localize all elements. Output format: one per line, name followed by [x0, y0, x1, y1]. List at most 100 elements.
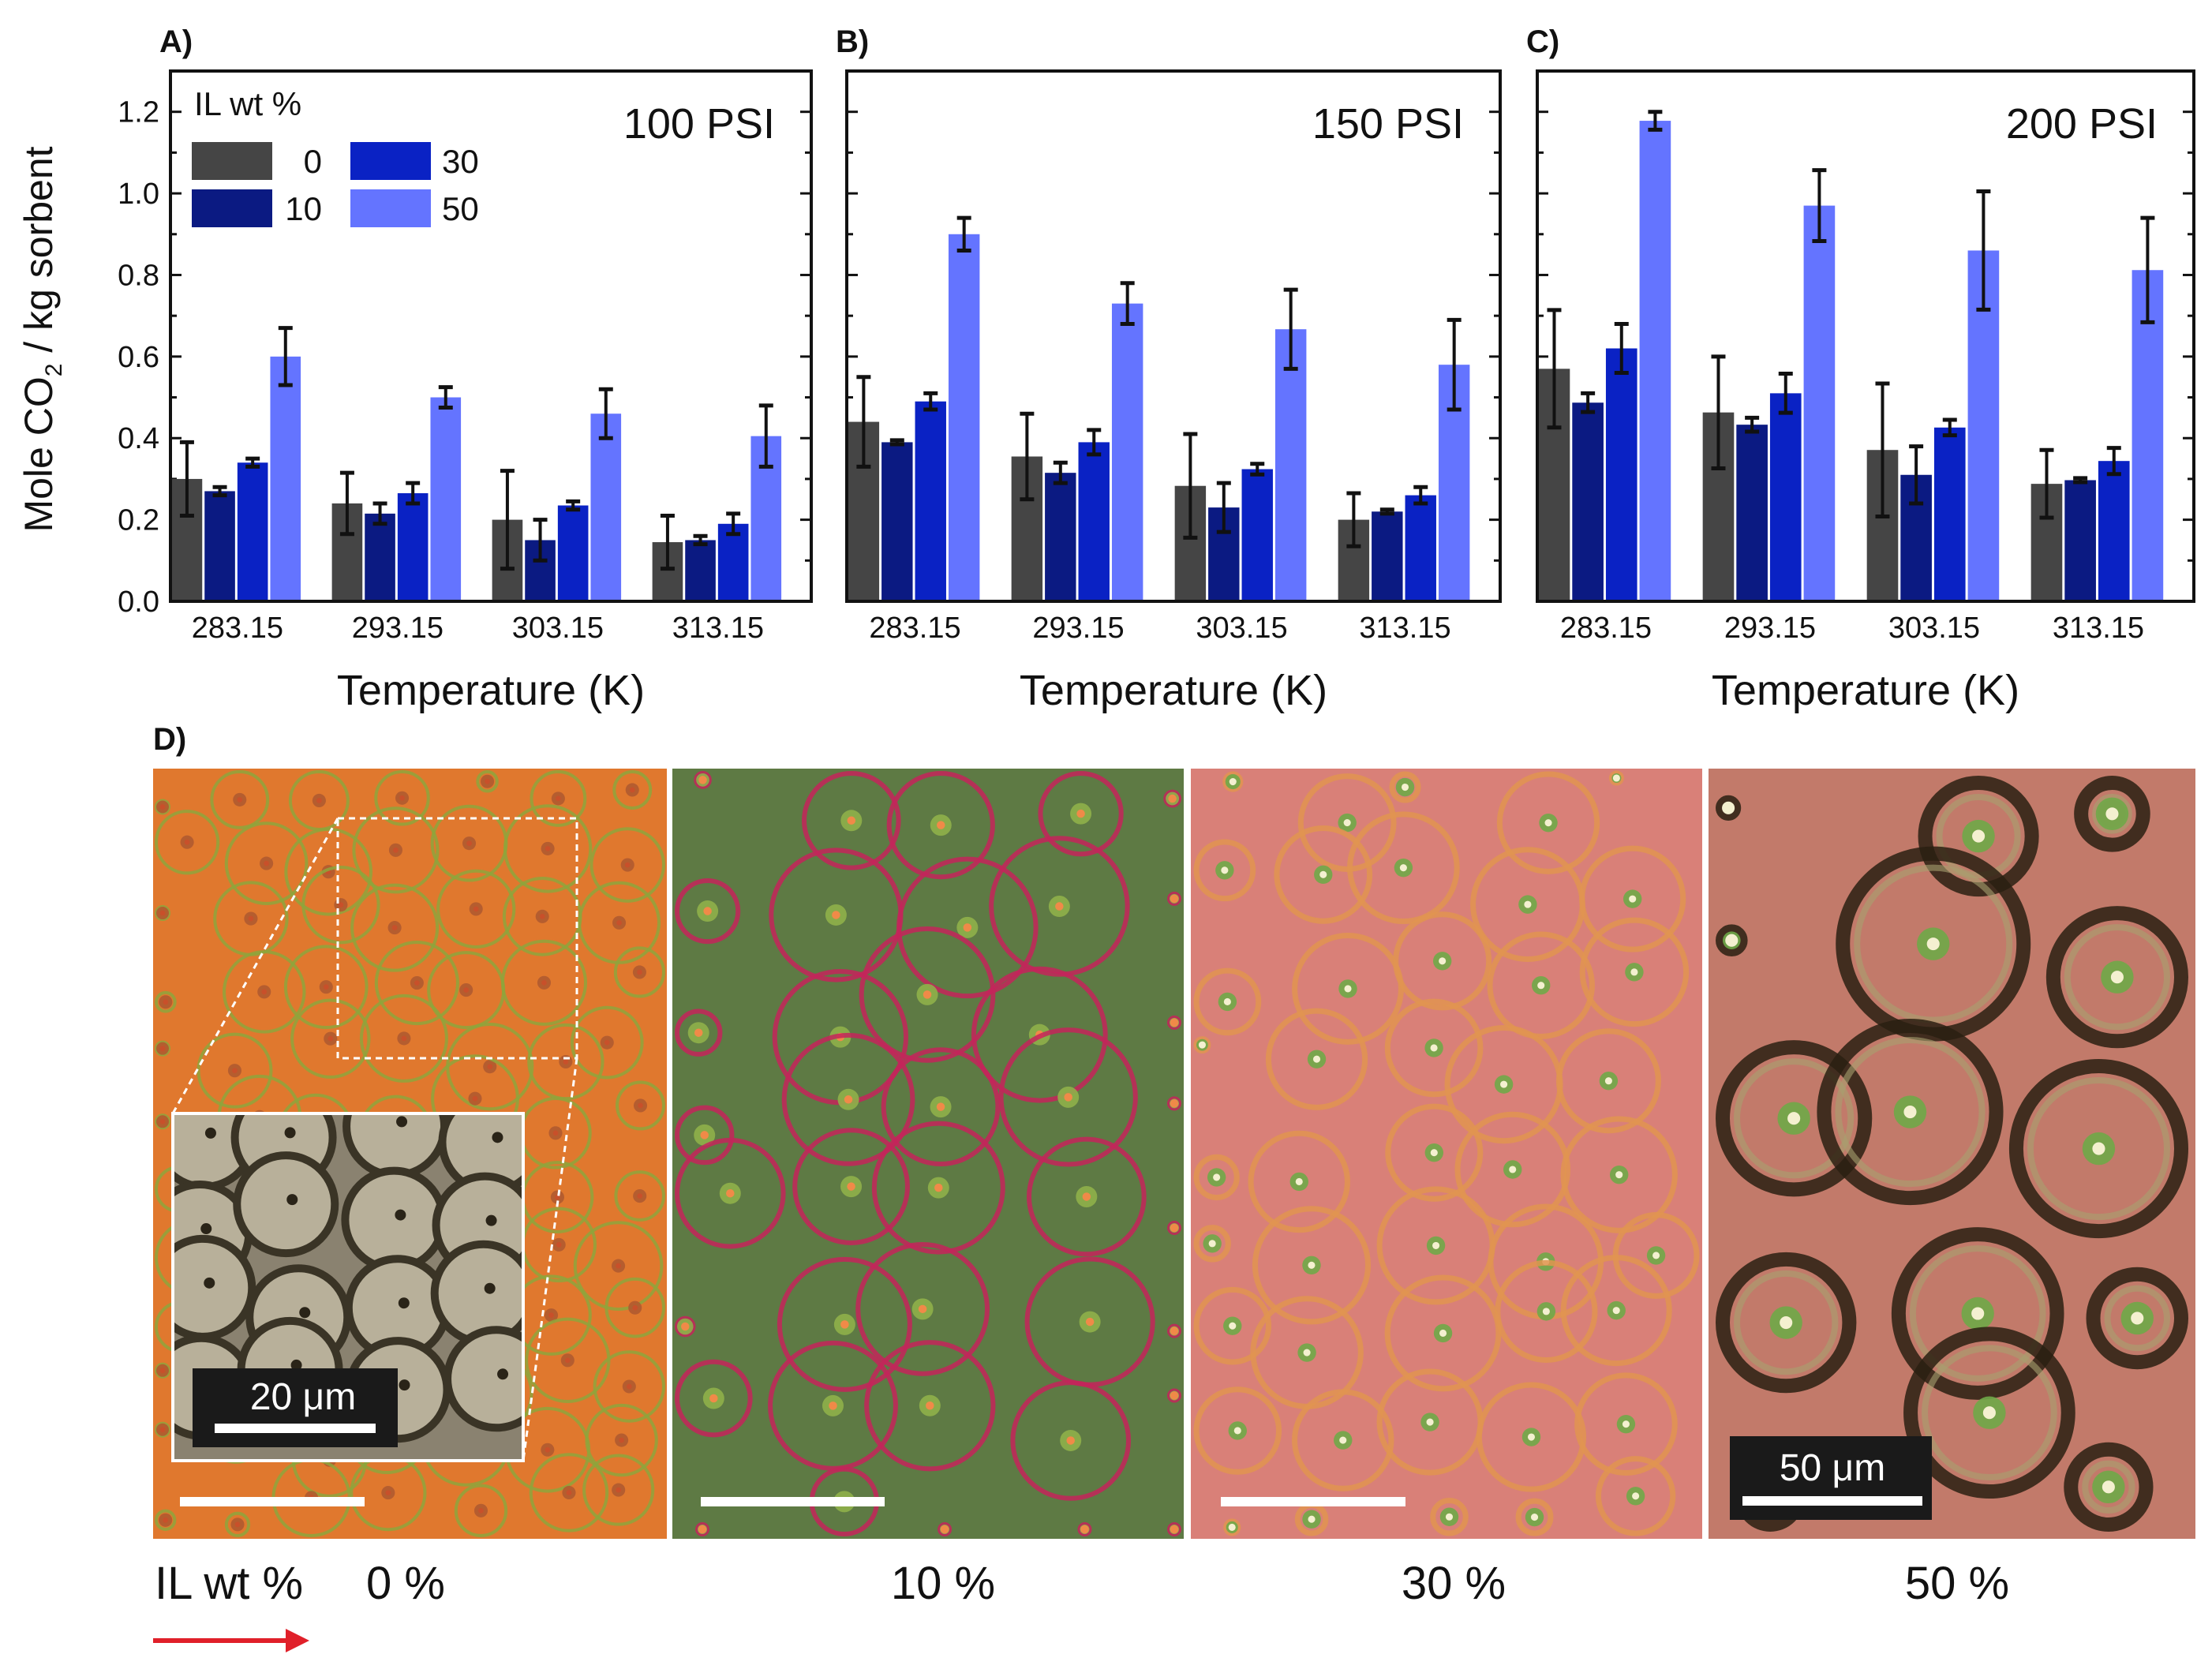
bar	[430, 397, 462, 601]
panel-label: C)	[1526, 24, 1559, 59]
cell-nucleus	[463, 987, 470, 993]
cell-nucleus	[338, 902, 344, 907]
cell-boundary	[1347, 811, 1460, 924]
cell-boundary	[196, 1032, 273, 1109]
scale-label: 50 μm	[1780, 1447, 1885, 1489]
bar	[365, 513, 395, 601]
micrograph-30	[1191, 769, 1702, 1539]
cell-boundary	[896, 856, 1039, 999]
bar	[237, 462, 268, 601]
cell-boundary	[1574, 1372, 1678, 1476]
cell-nucleus	[545, 1446, 551, 1453]
y-axis-label: Mole CO2 / kg sorbent	[17, 146, 67, 532]
cell-nucleus	[1170, 1391, 1179, 1400]
cell-boundary	[578, 881, 661, 964]
cell-nucleus	[1085, 1317, 1095, 1327]
cell-nucleus	[700, 1131, 709, 1139]
legend-swatch-30	[350, 142, 431, 180]
cell-nucleus	[159, 910, 166, 916]
cell-nucleus	[1055, 902, 1064, 911]
bar	[1639, 121, 1671, 601]
inset-pore	[485, 1214, 497, 1226]
cell-nucleus	[847, 1182, 855, 1191]
cell-boundary	[1274, 825, 1373, 924]
cell-boundary	[593, 1350, 665, 1423]
arrow-icon	[153, 1629, 309, 1652]
cell-nucleus	[564, 1357, 571, 1364]
x-tick-label: 313.15	[2053, 612, 2144, 645]
cell-nucleus	[1537, 982, 1545, 990]
cell-boundary	[290, 998, 371, 1079]
cell-nucleus	[698, 776, 707, 784]
bar	[881, 442, 913, 601]
cell-boundary	[1163, 789, 1181, 808]
chart-panel-b: B) 283.15 293.15 303.15 313.15 150 PSI Tempera…	[836, 24, 1502, 714]
cell-boundary	[1252, 1206, 1372, 1325]
cell-nucleus	[1064, 1093, 1072, 1102]
cell-nucleus	[847, 816, 856, 825]
x-tick-label: 303.15	[1196, 612, 1287, 645]
panel-label: B)	[836, 24, 869, 59]
cell-boundary	[1193, 967, 1262, 1036]
cell-halo	[2027, 1077, 2171, 1221]
cell-boundary	[1010, 1380, 1132, 1501]
cell-nucleus	[159, 1368, 166, 1374]
x-tick-label: 293.15	[1032, 612, 1124, 645]
plot-frame	[845, 69, 1502, 603]
cell-boundary	[223, 950, 306, 1034]
legend-title: IL wt %	[194, 85, 301, 122]
legend: IL wt % 0 10 30 50	[192, 85, 479, 227]
micrograph-background	[1709, 769, 2195, 1539]
cell-halo	[2064, 924, 2170, 1031]
cell-boundary	[1193, 1286, 1272, 1365]
cell-nucleus	[163, 999, 169, 1005]
zoom-region-box	[336, 817, 578, 1060]
cell-nucleus	[1170, 1327, 1179, 1335]
inset-pore	[204, 1277, 215, 1289]
inset-pore	[290, 1359, 302, 1371]
cell-boundary	[1430, 1497, 1469, 1536]
cell-nucleus	[1426, 1418, 1434, 1426]
cell-boundary	[2064, 1442, 2154, 1532]
cell-nucleus	[936, 1102, 945, 1111]
cell-boundary	[436, 869, 516, 949]
cell-boundary	[2045, 906, 2188, 1049]
cell-nucleus	[1722, 801, 1735, 814]
x-axis-label: Temperature (K)	[337, 667, 645, 714]
cell-boundary	[1476, 1382, 1587, 1492]
x-tick-label: 293.15	[1724, 612, 1816, 645]
bar	[1274, 329, 1307, 601]
cell-nucleus	[541, 979, 547, 986]
panel-label-d: D)	[153, 722, 186, 757]
cell-halo	[1734, 1270, 1839, 1375]
bar	[270, 356, 301, 601]
inset-cell	[430, 1240, 523, 1346]
cell-boundary	[1248, 1130, 1350, 1233]
cell-nucleus	[840, 1320, 849, 1329]
inset-scale-box	[193, 1368, 398, 1447]
bar	[1405, 495, 1436, 601]
cell-boundary	[1817, 1018, 2004, 1206]
cell-boundary	[1495, 1259, 1598, 1363]
bar	[1241, 469, 1273, 601]
cell-boundary	[224, 821, 309, 905]
cell-nucleus	[2092, 1142, 2105, 1155]
inset-pore	[299, 1307, 311, 1319]
cell-nucleus	[1439, 1329, 1447, 1338]
y-tick-label: 1.2	[118, 96, 159, 129]
cell-boundary	[352, 806, 440, 894]
cell-boundary	[573, 1221, 664, 1311]
cell-nucleus	[934, 1183, 943, 1192]
bar	[557, 505, 589, 601]
cell-nucleus	[237, 797, 243, 803]
cell-nucleus	[566, 1490, 572, 1495]
cell-nucleus	[401, 1035, 407, 1042]
cell-nucleus	[159, 1118, 166, 1125]
plot-frame	[169, 69, 813, 603]
cell-nucleus	[184, 839, 190, 845]
cell-halo	[1734, 1058, 1855, 1179]
y-tick-label: 0.6	[118, 341, 159, 374]
bar	[590, 414, 622, 601]
cell-nucleus	[1401, 783, 1409, 791]
